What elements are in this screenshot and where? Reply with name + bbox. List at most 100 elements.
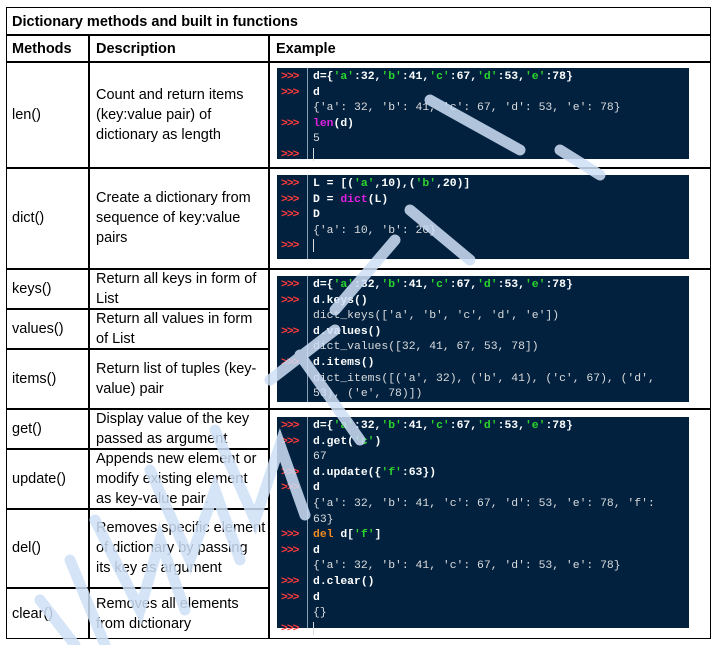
header-example: Example xyxy=(276,40,336,57)
table-frame xyxy=(6,7,711,639)
code-text: d.clear() xyxy=(313,575,375,588)
code-input-line: >>> D xyxy=(277,208,689,224)
code-input-line: >>> d.update({'f':63}) xyxy=(277,466,689,482)
method-clear: clear() xyxy=(12,605,54,622)
code-text: d.update({'f':63}) xyxy=(313,466,437,479)
code-output-line: {} xyxy=(277,606,689,622)
method-get: get() xyxy=(12,420,42,437)
description-values: Return all values in form of List xyxy=(96,310,253,347)
code-output-line: 63} xyxy=(277,513,689,529)
header-methods: Methods xyxy=(12,40,72,57)
code-input-line: >>> d xyxy=(277,86,689,102)
row-divider xyxy=(6,348,269,350)
description-keys: Return all keys in form of List xyxy=(96,270,257,307)
prompt-marker: >>> xyxy=(281,148,299,161)
code-text: len(d) xyxy=(313,117,355,130)
row-divider xyxy=(6,508,269,510)
header-description: Description xyxy=(96,40,176,57)
code-text: d.get('c') xyxy=(313,435,382,448)
code-input-line: >>> xyxy=(277,621,689,638)
method-values: values() xyxy=(12,320,64,337)
code-text xyxy=(313,239,314,255)
column-divider xyxy=(268,34,270,639)
code-input-line: >>> d xyxy=(277,591,689,607)
prompt-marker: >>> xyxy=(281,279,299,291)
prompt-marker: >>> xyxy=(281,209,299,222)
prompt-marker: >>> xyxy=(281,240,299,253)
prompt-marker: >>> xyxy=(281,435,299,448)
code-text: D = dict(L) xyxy=(313,193,389,206)
code-input-line: >>> d={'a':32,'b':41,'c':67,'d':53,'e':78… xyxy=(277,278,689,294)
code-text: del d['f'] xyxy=(313,529,382,542)
code-text: d xyxy=(313,482,320,495)
code-text: d xyxy=(313,591,320,604)
code-input-line: >>> xyxy=(277,147,689,164)
code-text: 63} xyxy=(313,513,334,526)
code-output-line: dict_keys(['a', 'b', 'c', 'd', 'e']) xyxy=(277,309,689,325)
code-output-line: {'a': 10, 'b': 20} xyxy=(277,224,689,240)
code-example-len: >>> d={'a':32,'b':41,'c':67,'d':53,'e':78… xyxy=(277,68,689,161)
code-output-line: {'a': 32, 'b': 41, 'c': 67, 'd': 53, 'e'… xyxy=(277,559,689,575)
description-clear: Removes all elements from dictionary xyxy=(96,595,239,632)
prompt-marker: >>> xyxy=(281,294,299,307)
code-text: dict_items([('a', 32), ('b', 41), ('c', … xyxy=(313,372,655,385)
prompt-marker: >>> xyxy=(281,325,299,338)
code-input-line: >>> d.values() xyxy=(277,325,689,341)
code-text: {'a': 10, 'b': 20} xyxy=(313,224,437,237)
code-input-line: >>> len(d) xyxy=(277,117,689,133)
code-text: D xyxy=(313,209,320,222)
code-input-line: >>> d.keys() xyxy=(277,294,689,310)
prompt-marker: >>> xyxy=(281,544,299,557)
method-len: len() xyxy=(12,106,42,123)
code-text: {'a': 32, 'b': 41, 'c': 67, 'd': 53, 'e'… xyxy=(313,497,655,510)
prompt-marker: >>> xyxy=(281,86,299,99)
code-input-line: >>> d.items() xyxy=(277,356,689,372)
prompt-marker: >>> xyxy=(281,622,299,635)
row-divider xyxy=(6,34,711,36)
code-example-keys-values-items: >>> d={'a':32,'b':41,'c':67,'d':53,'e':78… xyxy=(277,276,689,402)
code-output-line: 53), ('e', 78)]) xyxy=(277,387,689,403)
code-text: d={'a':32,'b':41,'c':67,'d':53,'e':78} xyxy=(313,71,573,83)
code-text: dict_values([32, 41, 67, 53, 78]) xyxy=(313,341,539,354)
prompt-gutter xyxy=(277,68,308,159)
code-text: {} xyxy=(313,607,327,620)
description-items: Return list of tuples (key-value) pair xyxy=(96,360,257,397)
code-text xyxy=(313,147,314,164)
code-text: 53), ('e', 78)]) xyxy=(313,388,423,401)
description-len: Count and return items (key:value pair) … xyxy=(96,86,244,143)
prompt-marker: >>> xyxy=(281,420,299,432)
code-input-line: >>> L = [('a',10),('b',20)] xyxy=(277,177,689,193)
method-update: update() xyxy=(12,470,67,487)
prompt-marker: >>> xyxy=(281,117,299,130)
code-text: d={'a':32,'b':41,'c':67,'d':53,'e':78} xyxy=(313,420,573,432)
code-output-line: dict_values([32, 41, 67, 53, 78]) xyxy=(277,340,689,356)
code-text xyxy=(313,621,314,638)
prompt-marker: >>> xyxy=(281,71,299,83)
method-keys: keys() xyxy=(12,280,52,297)
code-text: {'a': 32, 'b': 41, 'c': 67, 'd': 53, 'e'… xyxy=(313,102,621,115)
text-cursor xyxy=(313,239,314,253)
table-title: Dictionary methods and built in function… xyxy=(12,13,298,30)
method-items: items() xyxy=(12,370,57,387)
prompt-marker: >>> xyxy=(281,591,299,604)
description-update: Appends new element or modify existing e… xyxy=(96,450,257,507)
code-output-line: 67 xyxy=(277,450,689,466)
code-input-line: >>> d.clear() xyxy=(277,575,689,591)
row-divider xyxy=(6,61,711,63)
row-divider xyxy=(6,167,711,169)
code-text: d={'a':32,'b':41,'c':67,'d':53,'e':78} xyxy=(313,279,573,291)
prompt-gutter xyxy=(277,175,308,259)
code-example-dict: >>> L = [('a',10),('b',20)] >>> D = dict(L)… xyxy=(277,175,689,259)
method-dict: dict() xyxy=(12,210,45,226)
code-input-line: >>> d.get('c') xyxy=(277,435,689,451)
prompt-marker: >>> xyxy=(281,575,299,588)
code-output-line: {'a': 32, 'b': 41, 'c': 67, 'd': 53, 'e'… xyxy=(277,497,689,513)
code-output-line: 5 xyxy=(277,132,689,148)
code-input-line: >>> d={'a':32,'b':41,'c':67,'d':53,'e':78… xyxy=(277,70,689,86)
description-get: Display value of the key passed as argum… xyxy=(96,410,250,447)
code-text: d xyxy=(313,86,320,99)
code-input-line: >>> d xyxy=(277,481,689,497)
row-divider xyxy=(6,448,269,450)
code-input-line: >>> del d['f'] xyxy=(277,528,689,544)
prompt-marker: >>> xyxy=(281,356,299,369)
